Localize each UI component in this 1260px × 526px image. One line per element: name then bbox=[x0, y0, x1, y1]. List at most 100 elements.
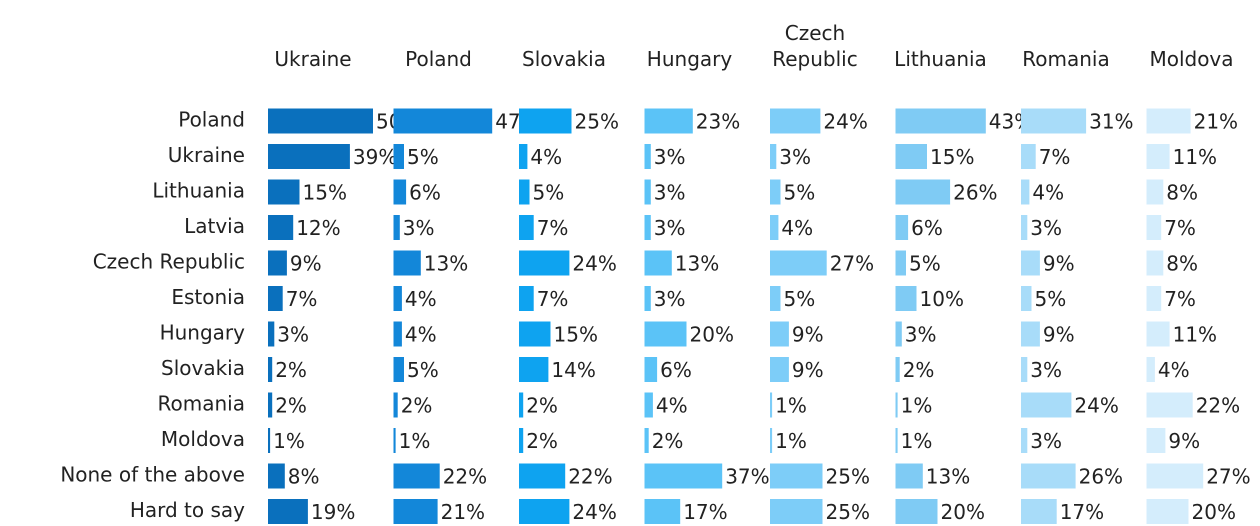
value-label: 21% bbox=[1194, 110, 1238, 134]
value-label: 39% bbox=[353, 145, 397, 169]
value-label: 26% bbox=[953, 181, 997, 205]
value-label: 3% bbox=[654, 216, 686, 240]
value-label: 3% bbox=[654, 287, 686, 311]
column-header: Ukraine bbox=[274, 47, 352, 71]
bar bbox=[895, 286, 917, 311]
column-header: Slovakia bbox=[522, 47, 606, 71]
value-label: 1% bbox=[775, 429, 807, 453]
bar bbox=[268, 392, 273, 418]
row-label: Estonia bbox=[171, 285, 245, 309]
value-label: 3% bbox=[654, 145, 686, 169]
bar bbox=[268, 215, 294, 240]
value-label: 5% bbox=[407, 145, 439, 169]
bar bbox=[895, 250, 906, 276]
row-label: Latvia bbox=[184, 214, 245, 238]
value-label: 22% bbox=[443, 465, 487, 489]
bar bbox=[268, 108, 373, 134]
bar bbox=[770, 215, 779, 240]
bar bbox=[519, 286, 534, 311]
value-label: 1% bbox=[901, 394, 933, 418]
bar bbox=[1021, 250, 1040, 276]
value-label: 1% bbox=[399, 429, 431, 453]
row-label: Moldova bbox=[161, 427, 245, 451]
bar bbox=[268, 463, 285, 489]
value-label: 27% bbox=[830, 252, 874, 276]
bar bbox=[770, 357, 789, 382]
row-label: Hungary bbox=[160, 321, 246, 345]
value-label: 5% bbox=[407, 358, 439, 382]
value-label: 15% bbox=[303, 181, 347, 205]
bar bbox=[1146, 179, 1164, 205]
value-label: 26% bbox=[1079, 465, 1123, 489]
value-label: 6% bbox=[911, 216, 943, 240]
value-label: 15% bbox=[930, 145, 974, 169]
value-label: 23% bbox=[696, 110, 740, 134]
value-label: 15% bbox=[554, 323, 598, 347]
bar bbox=[393, 286, 402, 311]
value-label: 10% bbox=[920, 287, 964, 311]
value-label: 4% bbox=[1032, 181, 1064, 205]
bar bbox=[644, 250, 672, 276]
bar bbox=[1146, 499, 1189, 524]
value-label: 25% bbox=[826, 465, 870, 489]
value-label: 9% bbox=[792, 323, 824, 347]
bar bbox=[644, 392, 653, 418]
value-label: 24% bbox=[572, 252, 616, 276]
value-label: 7% bbox=[1164, 216, 1196, 240]
bar bbox=[895, 108, 986, 134]
value-label: 11% bbox=[1173, 323, 1217, 347]
bar bbox=[519, 463, 566, 489]
bar bbox=[268, 286, 283, 311]
value-label: 4% bbox=[656, 394, 688, 418]
value-label: 3% bbox=[779, 145, 811, 169]
value-label: 9% bbox=[1043, 323, 1075, 347]
bar bbox=[519, 499, 570, 524]
bar bbox=[895, 392, 898, 418]
value-label: 13% bbox=[424, 252, 468, 276]
value-label: 3% bbox=[1030, 429, 1062, 453]
bar bbox=[519, 321, 551, 347]
bar bbox=[1146, 428, 1166, 453]
value-label: 11% bbox=[1173, 145, 1217, 169]
bar bbox=[393, 428, 396, 453]
row-label: Czech Republic bbox=[93, 250, 245, 274]
bar bbox=[268, 357, 273, 382]
bar bbox=[393, 108, 493, 134]
bar bbox=[1146, 392, 1193, 418]
value-label: 4% bbox=[530, 145, 562, 169]
bar bbox=[393, 250, 421, 276]
bar bbox=[1146, 108, 1191, 134]
bar bbox=[393, 144, 404, 169]
bar bbox=[1146, 286, 1162, 311]
value-label: 7% bbox=[1039, 145, 1071, 169]
value-label: 20% bbox=[690, 323, 734, 347]
value-label: 5% bbox=[1035, 287, 1067, 311]
value-label: 2% bbox=[401, 394, 433, 418]
bar bbox=[519, 215, 534, 240]
bar bbox=[895, 144, 927, 169]
bar bbox=[1021, 499, 1057, 524]
value-label: 9% bbox=[1168, 429, 1200, 453]
value-label: 2% bbox=[526, 394, 558, 418]
bar bbox=[1146, 215, 1162, 240]
bar bbox=[1021, 428, 1028, 453]
bar bbox=[519, 144, 528, 169]
bar bbox=[770, 250, 827, 276]
bar bbox=[1021, 357, 1028, 382]
value-label: 5% bbox=[784, 181, 816, 205]
bar bbox=[770, 321, 789, 347]
value-label: 8% bbox=[288, 465, 320, 489]
bar bbox=[1021, 392, 1072, 418]
bar bbox=[770, 108, 821, 134]
bar bbox=[895, 463, 923, 489]
value-label: 20% bbox=[941, 500, 985, 524]
bar bbox=[519, 428, 524, 453]
value-label: 27% bbox=[1206, 465, 1250, 489]
bar bbox=[644, 215, 651, 240]
column-header: Moldova bbox=[1149, 47, 1234, 71]
value-label: 13% bbox=[675, 252, 719, 276]
bar bbox=[1021, 321, 1040, 347]
bar bbox=[519, 179, 530, 205]
column-header: Czech Republic bbox=[772, 21, 858, 71]
